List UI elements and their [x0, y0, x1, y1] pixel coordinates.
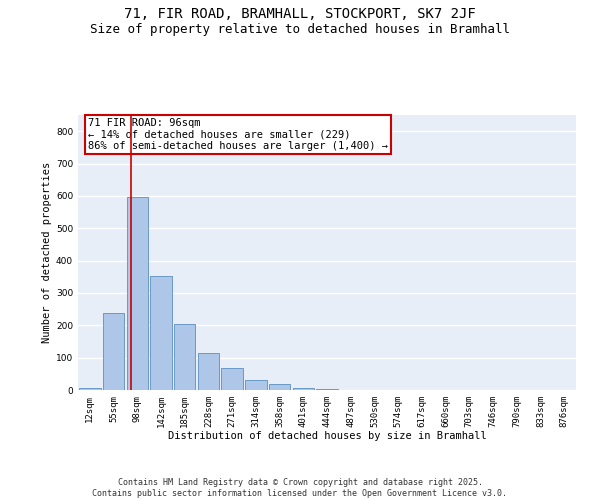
Text: 71 FIR ROAD: 96sqm
← 14% of detached houses are smaller (229)
86% of semi-detach: 71 FIR ROAD: 96sqm ← 14% of detached hou… — [88, 118, 388, 151]
Bar — [221, 368, 243, 390]
Bar — [127, 196, 148, 390]
Bar — [269, 384, 290, 390]
Text: 71, FIR ROAD, BRAMHALL, STOCKPORT, SK7 2JF: 71, FIR ROAD, BRAMHALL, STOCKPORT, SK7 2… — [124, 8, 476, 22]
Y-axis label: Number of detached properties: Number of detached properties — [42, 162, 52, 343]
Bar — [198, 353, 219, 390]
X-axis label: Distribution of detached houses by size in Bramhall: Distribution of detached houses by size … — [167, 432, 487, 442]
Bar — [151, 276, 172, 390]
Bar — [79, 388, 101, 390]
Bar — [103, 313, 124, 390]
Text: Size of property relative to detached houses in Bramhall: Size of property relative to detached ho… — [90, 22, 510, 36]
Text: Contains HM Land Registry data © Crown copyright and database right 2025.
Contai: Contains HM Land Registry data © Crown c… — [92, 478, 508, 498]
Bar — [174, 324, 196, 390]
Bar — [293, 388, 314, 390]
Bar — [245, 380, 266, 390]
